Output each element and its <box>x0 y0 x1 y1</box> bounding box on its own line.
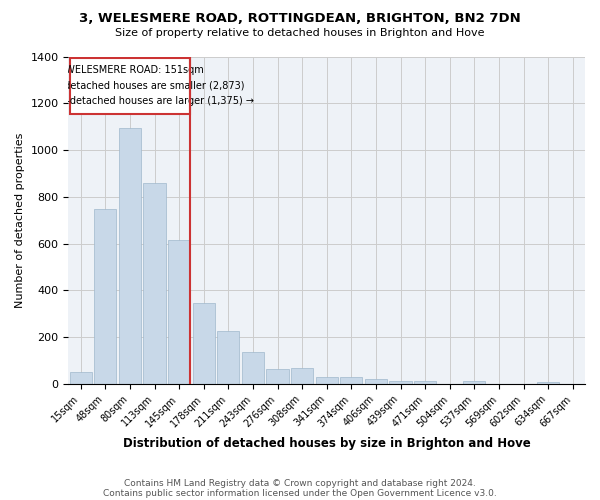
Bar <box>143 183 166 384</box>
X-axis label: Distribution of detached houses by size in Brighton and Hove: Distribution of detached houses by size … <box>123 437 530 450</box>
Text: 32% of semi-detached houses are larger (1,375) →: 32% of semi-detached houses are larger (… <box>6 96 254 106</box>
Bar <box>193 304 215 384</box>
Bar <box>70 372 92 384</box>
Bar <box>217 332 239 384</box>
Bar <box>168 240 190 384</box>
Bar <box>340 378 362 384</box>
Text: Contains public sector information licensed under the Open Government Licence v3: Contains public sector information licen… <box>103 488 497 498</box>
Bar <box>389 380 412 384</box>
Bar <box>316 378 338 384</box>
Bar <box>291 368 313 384</box>
Y-axis label: Number of detached properties: Number of detached properties <box>15 132 25 308</box>
Bar <box>242 352 264 384</box>
Bar <box>94 209 116 384</box>
Text: 3, WELESMERE ROAD, ROTTINGDEAN, BRIGHTON, BN2 7DN: 3, WELESMERE ROAD, ROTTINGDEAN, BRIGHTON… <box>79 12 521 26</box>
Bar <box>537 382 559 384</box>
Bar <box>414 380 436 384</box>
Text: Contains HM Land Registry data © Crown copyright and database right 2024.: Contains HM Land Registry data © Crown c… <box>124 478 476 488</box>
Text: Size of property relative to detached houses in Brighton and Hove: Size of property relative to detached ho… <box>115 28 485 38</box>
Bar <box>463 381 485 384</box>
Text: ← 67% of detached houses are smaller (2,873): ← 67% of detached houses are smaller (2,… <box>16 80 244 90</box>
Bar <box>266 369 289 384</box>
Text: 3 WELESMERE ROAD: 151sqm: 3 WELESMERE ROAD: 151sqm <box>56 65 204 75</box>
Bar <box>70 58 190 114</box>
Bar <box>365 379 387 384</box>
Bar <box>119 128 141 384</box>
